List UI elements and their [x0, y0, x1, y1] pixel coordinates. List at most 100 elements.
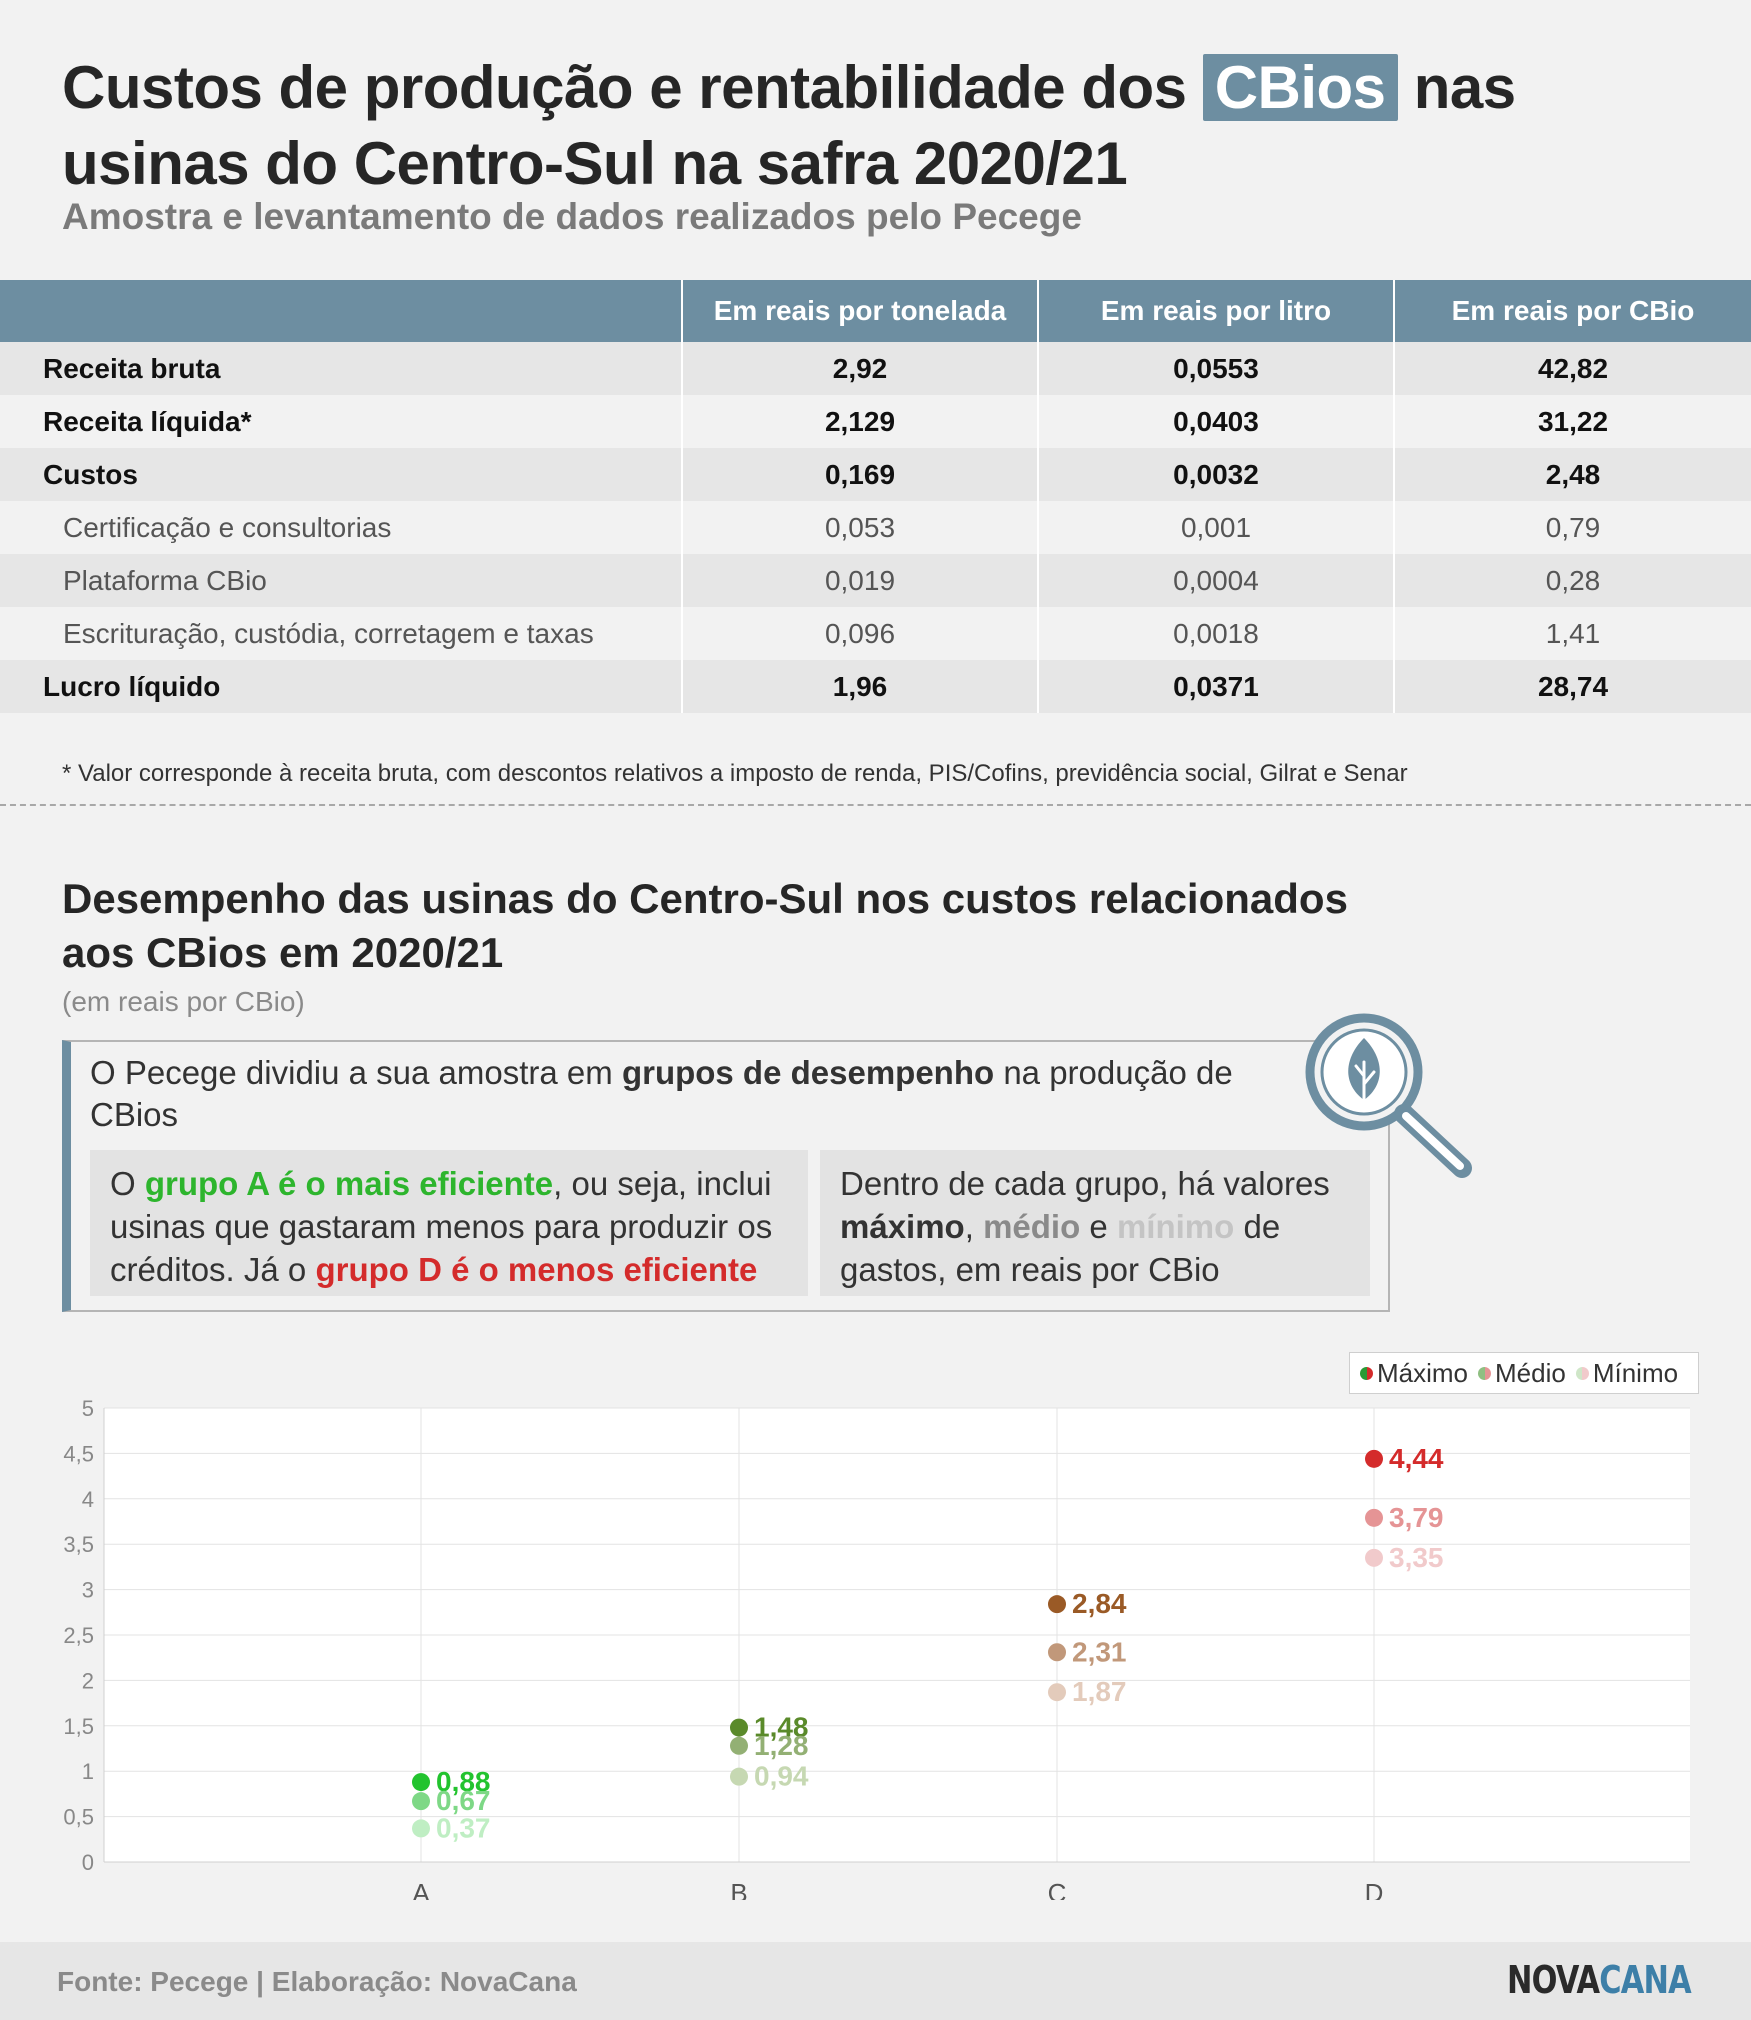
data-label-D-min: 3,35 — [1389, 1542, 1444, 1573]
data-label-D-med: 3,79 — [1389, 1502, 1444, 1533]
y-tick-label: 2 — [82, 1668, 94, 1693]
medio-term: médio — [983, 1208, 1081, 1245]
table-cell: 0,28 — [1393, 554, 1751, 607]
point-D-max — [1365, 1449, 1383, 1468]
row-label: Receita líquida* — [0, 395, 682, 448]
table-cell: 0,0032 — [1037, 448, 1394, 501]
footer-bar — [0, 1942, 1751, 2020]
table-row: Receita bruta 2,92 0,0553 42,82 — [0, 342, 1751, 395]
data-label-C-max: 2,84 — [1072, 1588, 1127, 1619]
data-label-D-max: 4,44 — [1389, 1443, 1444, 1474]
table-header-row: Em reais por tonelada Em reais por litro… — [0, 280, 1751, 342]
point-B-min — [730, 1767, 748, 1786]
y-tick-label: 3 — [82, 1578, 94, 1603]
table-cell: 2,92 — [681, 342, 1038, 395]
costs-table: Em reais por tonelada Em reais por litro… — [0, 280, 1751, 713]
table-row: Certificação e consultorias 0,053 0,001 … — [0, 501, 1751, 554]
title-highlight-cbios: CBios — [1202, 54, 1398, 121]
row-label: Escrituração, custódia, corretagem e tax… — [0, 607, 682, 660]
y-tick-label: 4,5 — [63, 1441, 94, 1466]
legend-swatch-icon — [1360, 1366, 1373, 1380]
data-label-A-med: 0,67 — [436, 1785, 491, 1816]
legend-item-minimo: Mínimo — [1575, 1358, 1678, 1389]
y-tick-label: 1 — [82, 1759, 94, 1784]
chart-title: Desempenho das usinas do Centro-Sul nos … — [62, 875, 1348, 976]
table-cell: 0,79 — [1393, 501, 1751, 554]
page-subtitle: Amostra e levantamento de dados realizad… — [62, 196, 1082, 237]
table-cell: 28,74 — [1393, 660, 1751, 713]
table-cell: 0,0018 — [1037, 607, 1394, 660]
table-cell: 0,096 — [681, 607, 1038, 660]
row-label: Custos — [0, 448, 682, 501]
table-cell: 0,0553 — [1037, 342, 1394, 395]
y-tick-label: 1,5 — [63, 1714, 94, 1739]
group-a-note: grupo A é o mais eficiente — [144, 1165, 554, 1202]
y-tick-label: 0 — [82, 1850, 94, 1875]
data-label-C-min: 1,87 — [1072, 1676, 1127, 1707]
x-tick-label: A — [412, 1878, 430, 1900]
table-header-cell: Em reais por litro — [1037, 280, 1394, 342]
table-row: Escrituração, custódia, corretagem e tax… — [0, 607, 1751, 660]
title-text-start: Custos de produção e rentabilidade dos — [62, 54, 1187, 121]
novacana-logo: NOVACANA — [1507, 1958, 1692, 2002]
row-label: Certificação e consultorias — [0, 501, 682, 554]
data-label-C-med: 2,31 — [1072, 1636, 1127, 1667]
data-label-A-max: 0,88 — [436, 1766, 491, 1797]
y-tick-label: 3,5 — [63, 1532, 94, 1557]
y-tick-label: 4 — [82, 1487, 94, 1512]
x-tick-label: B — [730, 1878, 747, 1900]
table-cell: 31,22 — [1393, 395, 1751, 448]
table-header-cell: Em reais por CBio — [1393, 280, 1751, 342]
source-credit: Fonte: Pecege | Elaboração: NovaCana — [57, 1966, 577, 1997]
point-A-max — [412, 1773, 430, 1792]
y-tick-label: 2,5 — [63, 1623, 94, 1648]
legend-swatch-icon — [1478, 1366, 1492, 1380]
table-cell: 1,41 — [1393, 607, 1751, 660]
table-header-cell: Em reais por tonelada — [681, 280, 1038, 342]
scatter-chart: 0 0,5 1 1,5 2 2,5 3 3,5 4 4,5 5 A B C D 0,88 1,48 2,84 4,4… — [63, 1396, 1690, 1900]
info-intro-text: O Pecege dividiu a sua amostra em grupos… — [90, 1054, 1233, 1133]
legend-item-medio: Médio — [1478, 1358, 1566, 1389]
info-groups-panel: O grupo A é o mais eficiente, ou seja, i… — [90, 1150, 808, 1296]
y-tick-label: 5 — [82, 1396, 94, 1421]
magnifier-leaf-icon — [1305, 1013, 1472, 1178]
info-values-panel: Dentro de cada grupo, há valores máximo,… — [820, 1150, 1370, 1296]
info-emphasis: grupos de desempenho — [621, 1054, 995, 1091]
table-cell: 0,0403 — [1037, 395, 1394, 448]
table-cell: 0,0371 — [1037, 660, 1394, 713]
point-C-med — [1048, 1643, 1066, 1662]
table-cell: 0,001 — [1037, 501, 1394, 554]
row-label: Plataforma CBio — [0, 554, 682, 607]
table-footnote: * Valor corresponde à receita bruta, com… — [62, 760, 1408, 787]
section-divider — [0, 804, 1751, 806]
table-row: Custos 0,169 0,0032 2,48 — [0, 448, 1751, 501]
y-tick-label: 0,5 — [63, 1805, 94, 1830]
page-title: Custos de produção e rentabilidade dos C… — [62, 50, 1562, 202]
point-B-max — [730, 1718, 748, 1737]
x-tick-label: D — [1365, 1878, 1384, 1900]
table-cell: 0,019 — [681, 554, 1038, 607]
chart-unit: (em reais por CBio) — [62, 986, 305, 1017]
point-A-med — [412, 1792, 430, 1811]
data-label-B-max: 1,48 — [754, 1712, 809, 1743]
x-tick-label: C — [1048, 1878, 1067, 1900]
table-cell: 42,82 — [1393, 342, 1751, 395]
minimo-term: mínimo — [1116, 1208, 1235, 1245]
data-label-B-med: 1,28 — [754, 1730, 809, 1761]
data-label-B-min: 0,94 — [754, 1761, 809, 1792]
point-D-med — [1365, 1508, 1383, 1527]
data-label-A-min: 0,37 — [436, 1812, 491, 1843]
point-B-med — [730, 1736, 748, 1755]
group-d-note: grupo D é o menos eficiente — [315, 1251, 758, 1288]
chart-legend: Máximo Médio Mínimo — [1349, 1352, 1699, 1394]
row-label: Lucro líquido — [0, 660, 682, 713]
title-text-end: nas usinas do Centro-Sul na safra 2020/2… — [62, 54, 1516, 197]
point-C-max — [1048, 1595, 1066, 1614]
point-A-min — [412, 1819, 430, 1838]
legend-item-maximo: Máximo — [1360, 1358, 1468, 1389]
point-C-min — [1048, 1683, 1066, 1702]
table-cell: 1,96 — [681, 660, 1038, 713]
table-cell: 0,169 — [681, 448, 1038, 501]
legend-swatch-icon — [1575, 1366, 1589, 1380]
table-cell: 2,129 — [681, 395, 1038, 448]
